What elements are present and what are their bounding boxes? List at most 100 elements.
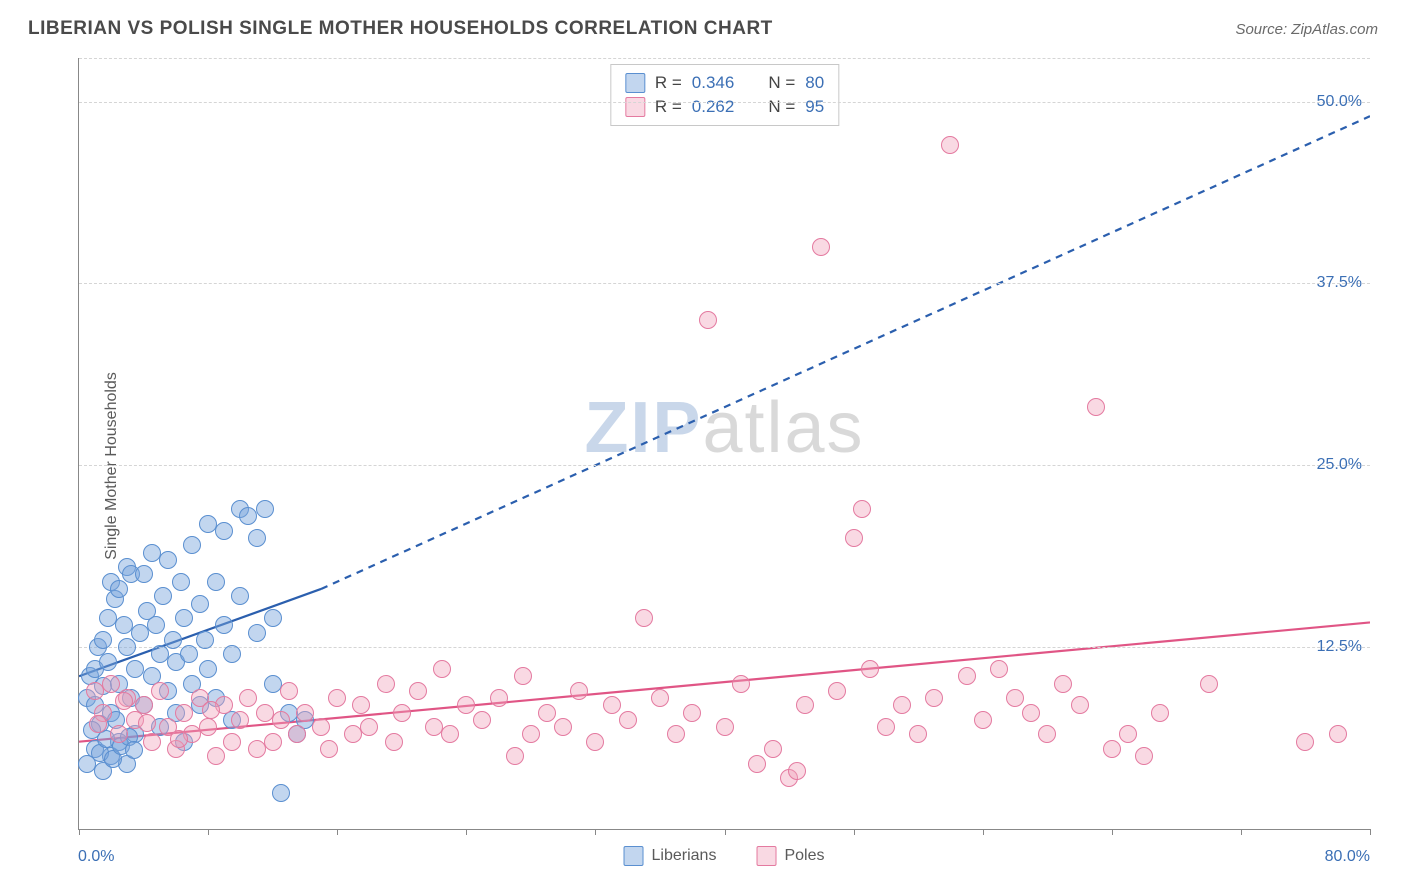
data-point <box>264 733 282 751</box>
data-point <box>732 675 750 693</box>
data-point <box>172 573 190 591</box>
watermark: ZIPatlas <box>584 387 864 469</box>
data-point <box>360 718 378 736</box>
x-tick <box>208 829 209 835</box>
data-point <box>1054 675 1072 693</box>
data-point <box>215 616 233 634</box>
gridline <box>79 283 1370 284</box>
data-point <box>828 682 846 700</box>
data-point <box>441 725 459 743</box>
data-point <box>522 725 540 743</box>
x-axis-row: 0.0% LiberiansPoles 80.0% <box>78 838 1370 866</box>
x-axis-min-label: 0.0% <box>78 848 114 866</box>
series-swatch <box>625 97 645 117</box>
data-point <box>788 762 806 780</box>
data-point <box>377 675 395 693</box>
legend-bottom: Liberians Poles <box>624 846 825 866</box>
data-point <box>812 238 830 256</box>
data-point <box>1087 398 1105 416</box>
series-swatch <box>625 73 645 93</box>
data-point <box>231 711 249 729</box>
data-point <box>409 682 427 700</box>
data-point <box>635 609 653 627</box>
data-point <box>1006 689 1024 707</box>
data-point <box>877 718 895 736</box>
gridline <box>79 58 1370 59</box>
data-point <box>699 311 717 329</box>
data-point <box>196 631 214 649</box>
data-point <box>352 696 370 714</box>
y-tick-label: 25.0% <box>1317 456 1362 474</box>
data-point <box>909 725 927 743</box>
data-point <box>1103 740 1121 758</box>
data-point <box>603 696 621 714</box>
n-value: 80 <box>805 73 824 93</box>
data-point <box>958 667 976 685</box>
data-point <box>89 715 107 733</box>
data-point <box>143 733 161 751</box>
data-point <box>164 631 182 649</box>
data-point <box>990 660 1008 678</box>
data-point <box>748 755 766 773</box>
data-point <box>1200 675 1218 693</box>
y-tick-label: 37.5% <box>1317 274 1362 292</box>
data-point <box>248 529 266 547</box>
data-point <box>1296 733 1314 751</box>
x-tick <box>79 829 80 835</box>
y-tick-label: 50.0% <box>1317 93 1362 111</box>
data-point <box>135 696 153 714</box>
data-point <box>925 689 943 707</box>
data-point <box>1022 704 1040 722</box>
data-point <box>99 653 117 671</box>
series-swatch <box>756 846 776 866</box>
data-point <box>154 587 172 605</box>
r-label: R = <box>655 97 682 117</box>
x-tick <box>595 829 596 835</box>
r-value: 0.262 <box>692 97 735 117</box>
plot-region: ZIPatlas R =0.346N =80R =0.262N =95 12.5… <box>78 58 1370 830</box>
data-point <box>1329 725 1347 743</box>
chart-title: LIBERIAN VS POLISH SINGLE MOTHER HOUSEHO… <box>28 18 773 40</box>
data-point <box>138 714 156 732</box>
data-point <box>1135 747 1153 765</box>
data-point <box>125 741 143 759</box>
chart-area: Single Mother Households ZIPatlas R =0.3… <box>28 58 1378 874</box>
data-point <box>207 747 225 765</box>
x-tick <box>1370 829 1371 835</box>
data-point <box>288 725 306 743</box>
data-point <box>110 580 128 598</box>
x-tick <box>854 829 855 835</box>
x-tick <box>1241 829 1242 835</box>
data-point <box>296 704 314 722</box>
data-point <box>538 704 556 722</box>
data-point <box>170 730 188 748</box>
data-point <box>180 645 198 663</box>
data-point <box>191 595 209 613</box>
data-point <box>159 551 177 569</box>
data-point <box>554 718 572 736</box>
data-point <box>457 696 475 714</box>
n-label: N = <box>768 73 795 93</box>
data-point <box>619 711 637 729</box>
data-point <box>570 682 588 700</box>
legend-label: Liberians <box>652 847 717 865</box>
data-point <box>586 733 604 751</box>
data-point <box>312 718 330 736</box>
data-point <box>183 536 201 554</box>
watermark-part2: atlas <box>702 388 864 468</box>
data-point <box>433 660 451 678</box>
data-point <box>239 689 257 707</box>
data-point <box>223 645 241 663</box>
data-point <box>175 609 193 627</box>
data-point <box>115 692 133 710</box>
data-point <box>215 522 233 540</box>
data-point <box>941 136 959 154</box>
legend-label: Poles <box>784 847 824 865</box>
data-point <box>272 784 290 802</box>
x-tick <box>983 829 984 835</box>
data-point <box>385 733 403 751</box>
source-label: Source: ZipAtlas.com <box>1235 21 1378 38</box>
x-tick <box>466 829 467 835</box>
data-point <box>199 718 217 736</box>
data-point <box>272 711 290 729</box>
